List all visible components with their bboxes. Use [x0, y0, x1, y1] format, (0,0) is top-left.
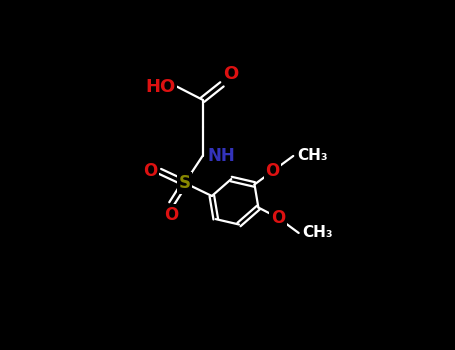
Text: CH₃: CH₃	[303, 225, 333, 240]
Text: O: O	[271, 209, 285, 226]
Text: O: O	[223, 65, 239, 83]
Text: HO: HO	[145, 78, 176, 96]
Text: O: O	[265, 162, 279, 180]
Text: S: S	[179, 174, 191, 192]
Text: O: O	[164, 206, 179, 224]
Text: CH₃: CH₃	[297, 148, 328, 163]
Text: O: O	[143, 162, 157, 180]
Text: NH: NH	[207, 147, 235, 165]
